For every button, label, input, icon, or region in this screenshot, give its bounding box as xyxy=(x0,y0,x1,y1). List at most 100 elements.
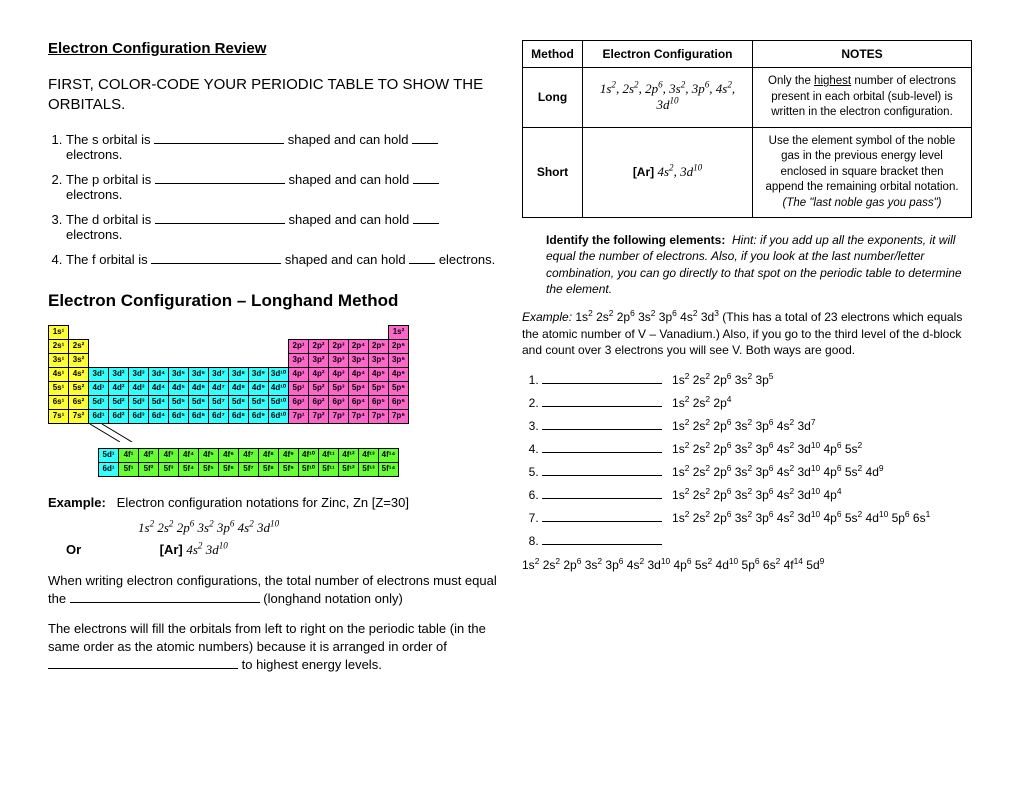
ptable-cell: 4d¹ xyxy=(89,381,109,395)
ptable-cell: 3s² xyxy=(69,353,89,367)
method-short: Short xyxy=(523,127,583,218)
ptable-cell: 6d⁴ xyxy=(149,409,169,423)
ptable-cell: 5f¹⁴ xyxy=(379,462,399,476)
ptable-cell: 4d⁴ xyxy=(149,381,169,395)
ptable-cell: 6d¹ xyxy=(89,409,109,423)
th-method: Method xyxy=(523,41,583,68)
identify-problem: 1s2 2s2 2p6 3s2 3p6 4s2 3d10 4p6 5s2 4d1… xyxy=(542,511,972,525)
ptable-cell: 5d¹⁰ xyxy=(269,395,289,409)
ptable-cell: 5f¹ xyxy=(119,462,139,476)
ptable-cell: 6d⁷ xyxy=(209,409,229,423)
identify-problem: 1s2 2s2 2p6 3s2 3p5 xyxy=(542,373,972,387)
ptable-cell: 2p² xyxy=(309,339,329,353)
ptable-cell: 5f² xyxy=(139,462,159,476)
ptable-cell: 4f¹¹ xyxy=(319,448,339,462)
ptable-cell: 4f⁵ xyxy=(199,448,219,462)
ptable-cell: 5s¹ xyxy=(49,381,69,395)
ptable-cell: 5d¹ xyxy=(99,448,119,462)
ptable-cell: 5p⁶ xyxy=(389,381,409,395)
ptable-cell: 4f¹² xyxy=(339,448,359,462)
ptable-cell: 3d⁴ xyxy=(149,367,169,381)
ptable-cell: 3d⁸ xyxy=(229,367,249,381)
ptable-cell: 3p³ xyxy=(329,353,349,367)
orbital-question: The s orbital is shaped and can hold ele… xyxy=(66,132,498,162)
ptable-cell: 5f⁴ xyxy=(179,462,199,476)
ptable-cell: 6d¹ xyxy=(99,462,119,476)
ptable-cell: 4f³ xyxy=(159,448,179,462)
ptable-cell: 6d⁹ xyxy=(249,409,269,423)
ptable-cell: 5f¹⁰ xyxy=(299,462,319,476)
ptable-cell: 6p¹ xyxy=(289,395,309,409)
notes-short: Use the element symbol of the noble gas … xyxy=(753,127,972,218)
ptable-cell: 6p⁵ xyxy=(369,395,389,409)
identify-instructions: Identify the following elements: Hint: i… xyxy=(522,232,972,297)
ptable-cell: 5p² xyxy=(309,381,329,395)
ptable-cell: 4f¹⁰ xyxy=(299,448,319,462)
ptable-cell: 4d⁷ xyxy=(209,381,229,395)
ptable-cell: 4f¹⁴ xyxy=(379,448,399,462)
ptable-cell: 7p¹ xyxy=(289,409,309,423)
example-label: Example: xyxy=(48,495,106,510)
ptable-cell: 4f¹³ xyxy=(359,448,379,462)
th-notes: NOTES xyxy=(753,41,972,68)
ptable-cell: 5d⁸ xyxy=(229,395,249,409)
ptable-cell: 3d⁵ xyxy=(169,367,189,381)
ptable-cell: 5s² xyxy=(69,381,89,395)
orbital-question: The f orbital is shaped and can hold ele… xyxy=(66,252,498,267)
ptable-cell: 5p³ xyxy=(329,381,349,395)
ptable-cell: 3p⁶ xyxy=(389,353,409,367)
or-label: Or xyxy=(66,542,102,557)
ptable-cell: 7p⁴ xyxy=(349,409,369,423)
ptable-cell: 7p⁵ xyxy=(369,409,389,423)
ptable-cell: 5d¹ xyxy=(89,395,109,409)
ptable-cell: 4d⁹ xyxy=(249,381,269,395)
identify-problem: 1s2 2s2 2p6 3s2 3p6 4s2 3d10 4p4 xyxy=(542,488,972,502)
periodic-table-diagram: 1s¹1s²2s¹2s²2p¹2p²2p³2p⁴2p⁵2p⁶3s¹3s²3p¹3… xyxy=(48,325,498,477)
noble-gas-prefix: [Ar] xyxy=(160,542,187,557)
ptable-cell: 6p⁶ xyxy=(389,395,409,409)
ec-long-cell: 1s2, 2s2, 2p6, 3s2, 3p6, 4s2, 3d10 xyxy=(600,81,735,112)
ptable-cell: 5p⁵ xyxy=(369,381,389,395)
ec-short-cell: 4s2, 3d10 xyxy=(657,164,702,179)
orbital-question-list: The s orbital is shaped and can hold ele… xyxy=(48,132,498,267)
ptable-cell: 5d⁷ xyxy=(209,395,229,409)
para-fill-order: The electrons will fill the orbitals fro… xyxy=(48,620,498,675)
ptable-cell: 3d² xyxy=(109,367,129,381)
ptable-cell: 5d⁵ xyxy=(169,395,189,409)
ptable-cell: 4d⁶ xyxy=(189,381,209,395)
ptable-cell: 7s¹ xyxy=(49,409,69,423)
ptable-cell: 5d³ xyxy=(129,395,149,409)
ptable-cell: 1s¹ xyxy=(49,325,69,339)
ptable-cell: 4p⁶ xyxy=(389,367,409,381)
ptable-cell: 2s² xyxy=(69,339,89,353)
ptable-cell: 4d⁸ xyxy=(229,381,249,395)
ptable-cell: 7p⁶ xyxy=(389,409,409,423)
ptable-cell: 3s¹ xyxy=(49,353,69,367)
ptable-cell: 4f² xyxy=(139,448,159,462)
ptable-cell: 7p³ xyxy=(329,409,349,423)
orbital-question: The p orbital is shaped and can hold ele… xyxy=(66,172,498,202)
ptable-cell: 6d⁵ xyxy=(169,409,189,423)
ptable-cell: 4f⁹ xyxy=(279,448,299,462)
ptable-cell: 3d⁶ xyxy=(189,367,209,381)
noble-gas-prefix: [Ar] xyxy=(633,165,658,179)
notes-long: Only the highest number of electrons pre… xyxy=(753,68,972,128)
ptable-cell: 5d⁴ xyxy=(149,395,169,409)
ptable-cell: 6d⁸ xyxy=(229,409,249,423)
identify-problem: 1s2 2s2 2p6 3s2 3p6 4s2 3d10 4p6 5s2 4d9 xyxy=(542,465,972,479)
instruction-text: FIRST, COLOR-CODE YOUR PERIODIC TABLE TO… xyxy=(48,75,498,116)
ptable-cell: 3p² xyxy=(309,353,329,367)
identify-example: Example: 1s2 2s2 2p6 3s2 3p6 4s2 3d3 (Th… xyxy=(522,309,972,359)
page-title: Electron Configuration Review xyxy=(48,40,498,57)
ec-long-notation: 1s2 2s2 2p6 3s2 3p6 4s2 3d10 xyxy=(138,520,279,535)
ptable-cell: 6d² xyxy=(109,409,129,423)
ptable-cell: 4d² xyxy=(109,381,129,395)
ptable-cell: 5d⁹ xyxy=(249,395,269,409)
ptable-cell: 2p¹ xyxy=(289,339,309,353)
ptable-cell: 5f⁶ xyxy=(219,462,239,476)
example-text: Electron configuration notations for Zin… xyxy=(117,495,409,510)
ptable-cell: 6d⁶ xyxy=(189,409,209,423)
ptable-cell: 5f⁵ xyxy=(199,462,219,476)
ptable-cell: 1s² xyxy=(389,325,409,339)
ptable-cell: 3d⁷ xyxy=(209,367,229,381)
